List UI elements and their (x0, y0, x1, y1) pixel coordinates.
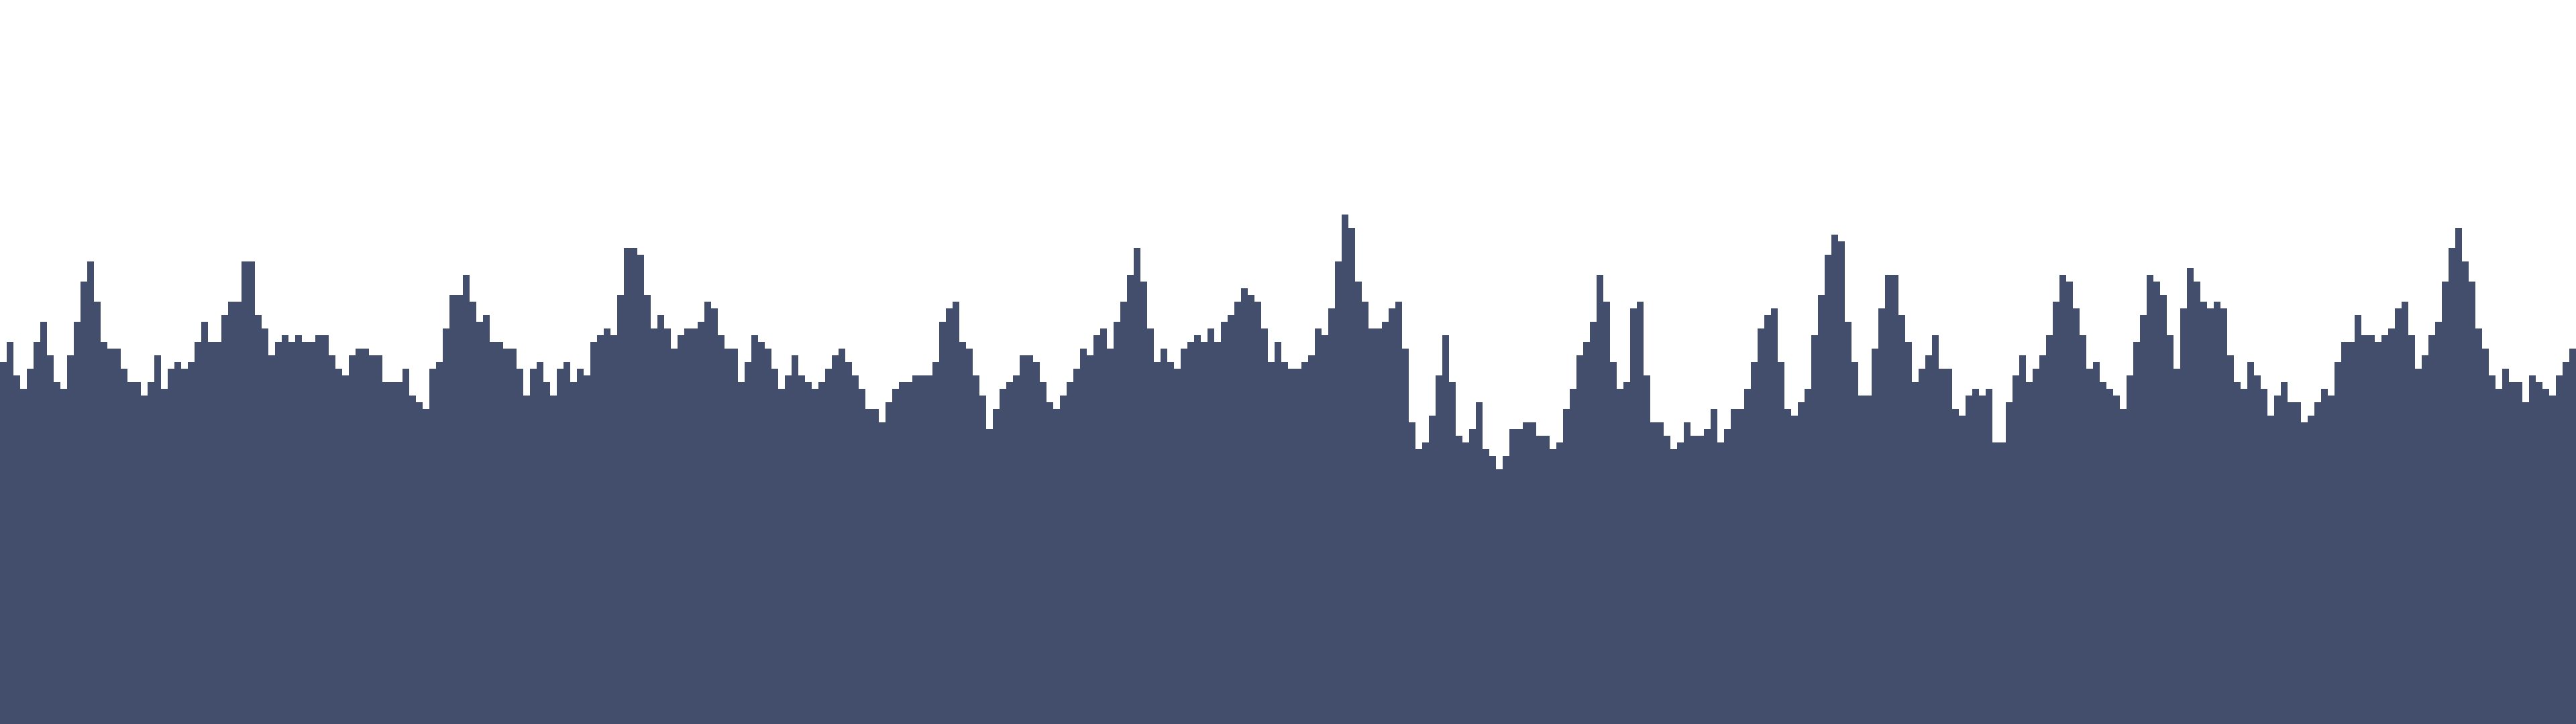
skyline-silhouette (0, 215, 2576, 724)
